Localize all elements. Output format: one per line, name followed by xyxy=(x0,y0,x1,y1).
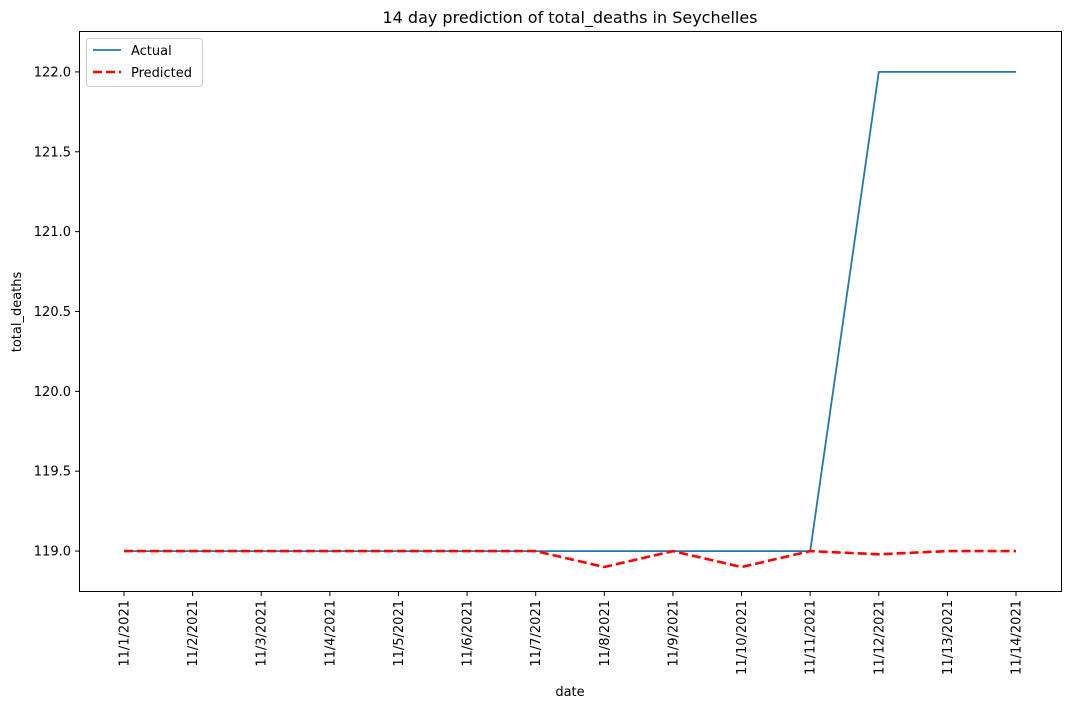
series-layer xyxy=(124,71,1016,569)
x-tick-label: 11/10/2021 xyxy=(735,600,750,675)
series-line-predicted xyxy=(124,549,1016,569)
y-tick-label: 122.0 xyxy=(34,65,71,80)
x-tick-label: 11/8/2021 xyxy=(598,600,613,667)
y-tick-label: 121.0 xyxy=(34,225,71,240)
x-tick-label: 11/5/2021 xyxy=(392,600,407,667)
x-tick-label: 11/4/2021 xyxy=(323,600,338,667)
x-axis: 11/1/2021 11/2/2021 11/3/2021 11/4/2021 11/5… xyxy=(118,591,1025,675)
x-tick-label: 11/14/2021 xyxy=(1010,600,1025,675)
y-axis: 119.0 119.5 120.0 120.5 121.0 121.5 122.0 xyxy=(34,65,80,560)
x-tick-label: 11/6/2021 xyxy=(461,600,476,667)
legend-label-predicted: Predicted xyxy=(131,66,192,81)
y-axis-label: total_deaths xyxy=(10,272,25,353)
chart-title: 14 day prediction of total_deaths in Sey… xyxy=(382,8,757,28)
y-tick-label: 120.5 xyxy=(34,305,71,320)
x-tick-label: 11/7/2021 xyxy=(529,600,544,667)
y-tick-label: 119.5 xyxy=(34,465,71,480)
x-tick-label: 11/11/2021 xyxy=(804,600,819,675)
x-tick-label: 11/9/2021 xyxy=(666,600,681,667)
x-tick-label: 11/1/2021 xyxy=(118,600,133,667)
x-tick-label: 11/2/2021 xyxy=(186,600,201,667)
x-axis-label: date xyxy=(555,685,584,700)
legend-label-actual: Actual xyxy=(131,44,172,59)
y-tick-label: 121.5 xyxy=(34,145,71,160)
y-tick-label: 120.0 xyxy=(34,385,71,400)
x-tick-label: 11/12/2021 xyxy=(872,600,887,675)
x-tick-label: 11/13/2021 xyxy=(941,600,956,675)
legend: Actual Predicted xyxy=(86,38,203,87)
x-tick-label: 11/3/2021 xyxy=(255,600,270,667)
plot-area xyxy=(79,31,1062,592)
y-tick-label: 119.0 xyxy=(34,545,71,560)
